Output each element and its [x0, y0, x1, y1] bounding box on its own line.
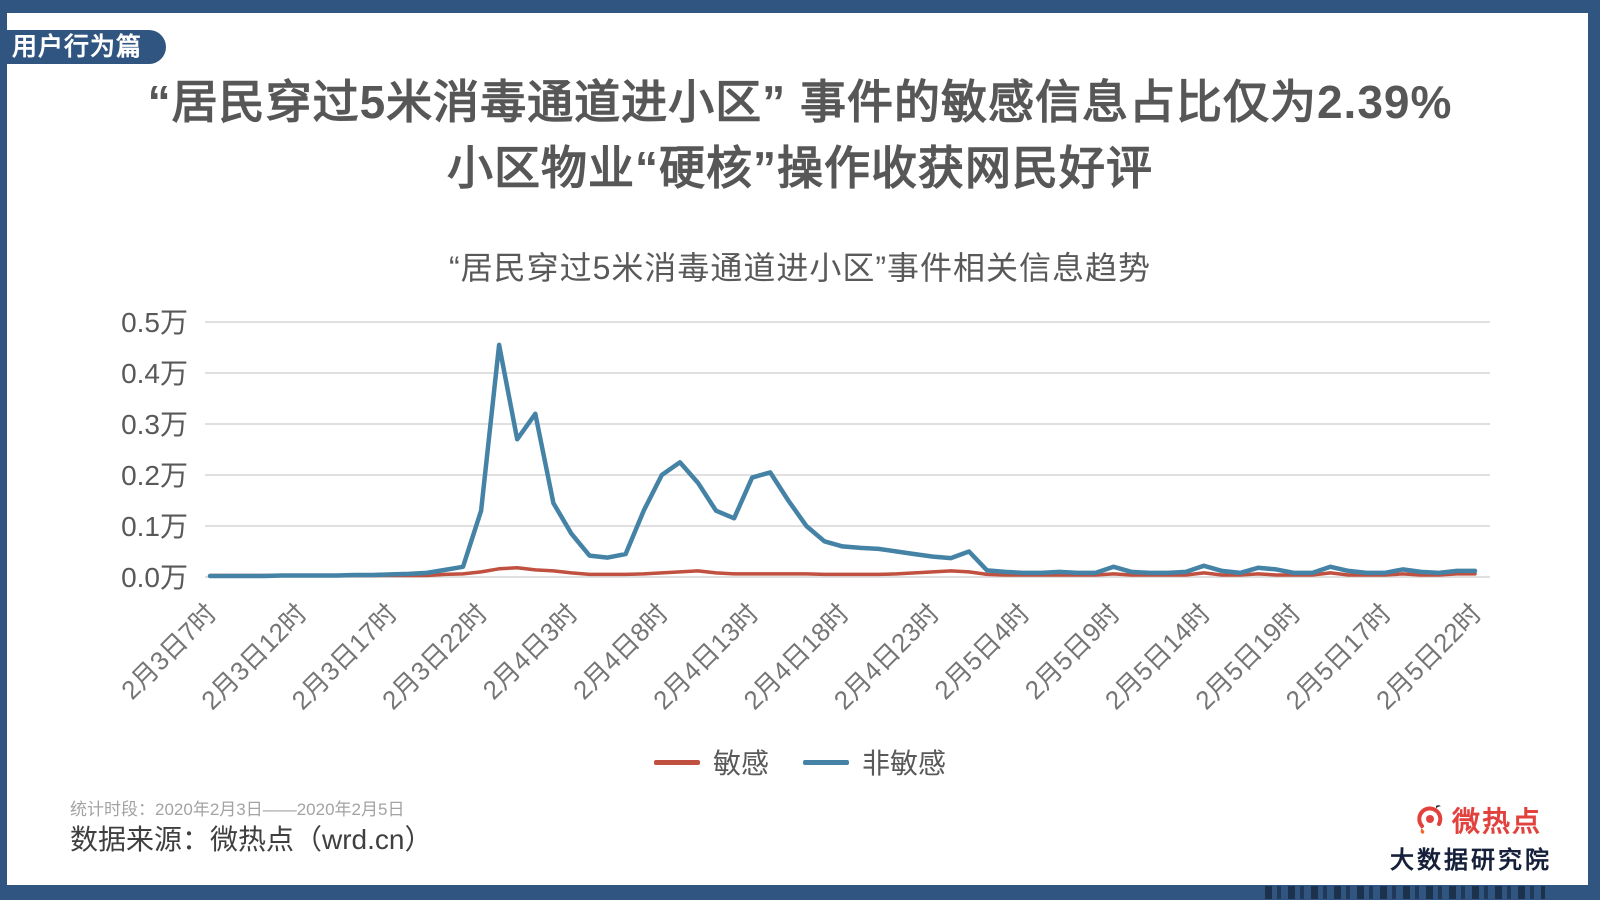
- chart-title: “居民穿过5米消毒通道进小区”事件相关信息趋势: [448, 250, 1152, 286]
- svg-text:2月4日3时: 2月4日3时: [477, 598, 584, 705]
- weibo-eye-icon: [1417, 805, 1443, 834]
- legend-label-sensitive: 敏感: [712, 748, 769, 779]
- legend-item-nonsensitive: 非敏感: [803, 742, 946, 782]
- watermark-smudge: [1265, 886, 1545, 899]
- svg-text:0.5万: 0.5万: [121, 307, 188, 338]
- main-title-line2: 小区物业“硬核”操作收获网民好评: [447, 142, 1153, 194]
- legend-swatch-nonsensitive: [803, 759, 849, 765]
- stat-period-note: 统计时段：2020年2月3日——2020年2月5日: [70, 800, 405, 819]
- main-title-line1: “居民穿过5米消毒通道进小区” 事件的敏感信息占比仅为2.39%: [147, 76, 1453, 128]
- brand-logo: 微热点 大数据研究院: [1352, 800, 1552, 875]
- section-badge-label: 用户行为篇: [12, 33, 143, 61]
- legend-swatch-sensitive: [653, 759, 700, 765]
- svg-text:0.2万: 0.2万: [121, 460, 188, 491]
- trend-line-chart: 0.5万0.4万0.3万0.2万0.1万0.0万2月3日7时2月3日12时2月3…: [115, 307, 1490, 715]
- section-badge: 用户行为篇: [0, 30, 167, 64]
- legend-item-sensitive: 敏感: [653, 742, 769, 782]
- svg-text:0.3万: 0.3万: [121, 409, 188, 440]
- frame-left-bar: [0, 0, 7, 900]
- frame-bottom-bar: [0, 885, 1600, 900]
- frame-right-bar: [1588, 0, 1600, 900]
- brand-logo-row: 微热点: [1352, 800, 1552, 840]
- frame-top-bar: [0, 0, 1600, 13]
- svg-text:0.1万: 0.1万: [121, 511, 188, 542]
- svg-text:0.4万: 0.4万: [121, 358, 188, 389]
- data-source-note: 数据来源：微热点（wrd.cn）: [70, 824, 433, 855]
- logo-brand-text: 微热点: [1451, 806, 1542, 837]
- legend-label-nonsensitive: 非敏感: [862, 748, 947, 779]
- logo-subtitle-text: 大数据研究院: [1390, 847, 1552, 874]
- svg-text:0.0万: 0.0万: [121, 562, 188, 593]
- svg-text:2月5日4时: 2月5日4时: [928, 598, 1035, 705]
- chart-legend: 敏感 非敏感: [0, 742, 1600, 782]
